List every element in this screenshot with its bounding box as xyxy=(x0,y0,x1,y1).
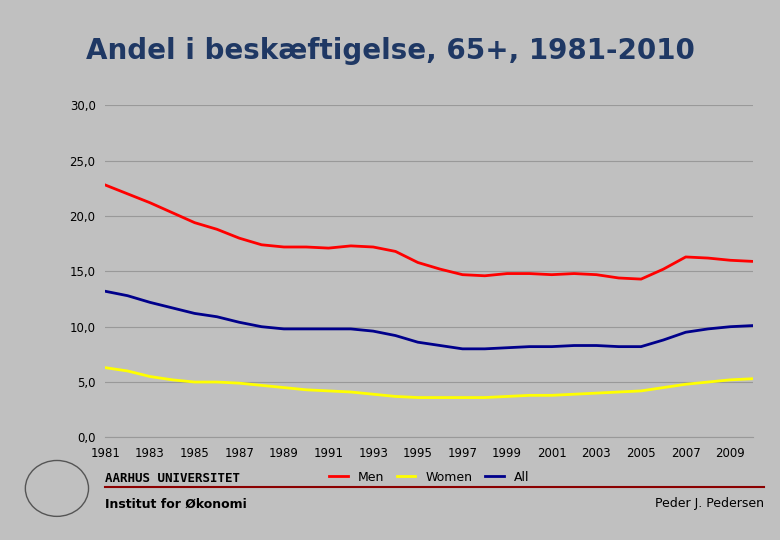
Text: Institut for Økonomi: Institut for Økonomi xyxy=(105,497,247,510)
Text: Andel i beskæftigelse, 65+, 1981-2010: Andel i beskæftigelse, 65+, 1981-2010 xyxy=(86,37,694,65)
Text: AARHUS UNIVERSITET: AARHUS UNIVERSITET xyxy=(105,472,240,485)
Legend: Men, Women, All: Men, Women, All xyxy=(324,466,534,489)
Text: Peder J. Pedersen: Peder J. Pedersen xyxy=(655,497,764,510)
